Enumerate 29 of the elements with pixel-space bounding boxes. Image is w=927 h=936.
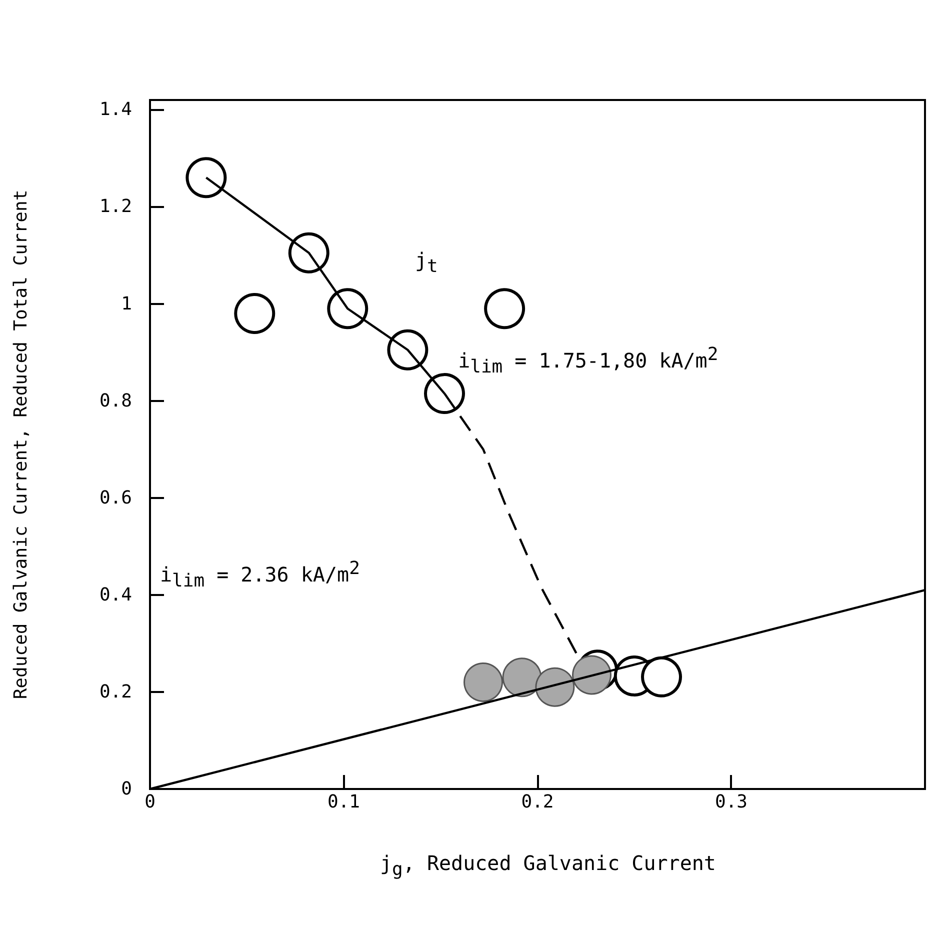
point — [484, 288, 526, 330]
point — [572, 655, 612, 695]
x-axis-title: j$_{g}$, Reduced Galvanic Current — [380, 851, 716, 880]
y-tick-label: 1.4 — [99, 99, 132, 120]
x-tick-label: 0.1 — [327, 792, 360, 812]
y-tick-label: 0.8 — [99, 390, 132, 412]
annotation: i$_{lim}$ = 2.36 kA/m$^{2}$ — [160, 558, 360, 592]
point — [186, 157, 227, 198]
point — [641, 656, 682, 698]
annotation: i$_{lim}$ = 1.75-1,80 kA/m$^{2}$ — [458, 344, 718, 378]
y-tick-label: 0 — [121, 778, 132, 800]
point — [464, 662, 503, 702]
point — [288, 232, 330, 274]
x-tick-label: 0.2 — [521, 792, 554, 812]
y-tick-label: 1 — [121, 293, 132, 314]
y-tick-label: 0.4 — [99, 584, 132, 606]
point — [387, 329, 428, 370]
x-tick-label: 0 — [144, 792, 156, 812]
point — [535, 667, 575, 707]
point — [234, 293, 276, 334]
y-tick-label: 0.6 — [99, 487, 132, 508]
point — [327, 288, 368, 330]
x-tick-label: 0.3 — [714, 792, 748, 812]
point — [502, 658, 542, 698]
point — [424, 373, 465, 414]
y-axis-title: Reduced Galvanic Current, Reduced Total Current — [10, 190, 32, 700]
y-tick-label: 1.2 — [99, 196, 132, 218]
y-tick-label: 0.2 — [99, 681, 132, 702]
annotation: j$_{t}$ — [415, 248, 438, 277]
